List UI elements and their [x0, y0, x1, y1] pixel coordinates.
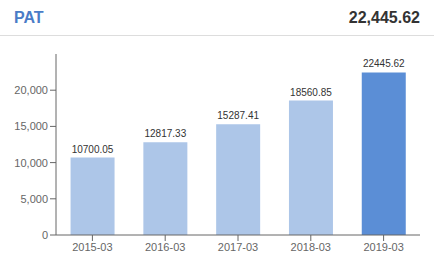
svg-text:2017-03: 2017-03 [218, 241, 258, 253]
svg-text:15,000: 15,000 [14, 120, 48, 132]
svg-text:15287.41: 15287.41 [217, 110, 259, 121]
svg-text:2019-03: 2019-03 [363, 241, 403, 253]
svg-text:18560.85: 18560.85 [290, 87, 332, 98]
svg-text:2016-03: 2016-03 [145, 241, 185, 253]
svg-text:10700.05: 10700.05 [72, 144, 114, 155]
html-text:PAT: PAT [14, 8, 44, 26]
html-text:22,445.62: 22,445.62 [348, 8, 420, 26]
svg-text:20,000: 20,000 [14, 84, 48, 96]
svg-text:22445.62: 22445.62 [363, 58, 405, 69]
svg-text:12817.33: 12817.33 [145, 128, 187, 139]
svg-text:5,000: 5,000 [20, 193, 48, 205]
svg-text:2015-03: 2015-03 [72, 241, 112, 253]
svg-text:10,000: 10,000 [14, 157, 48, 169]
svg-text:0: 0 [42, 229, 48, 241]
svg-text:2018-03: 2018-03 [291, 241, 331, 253]
